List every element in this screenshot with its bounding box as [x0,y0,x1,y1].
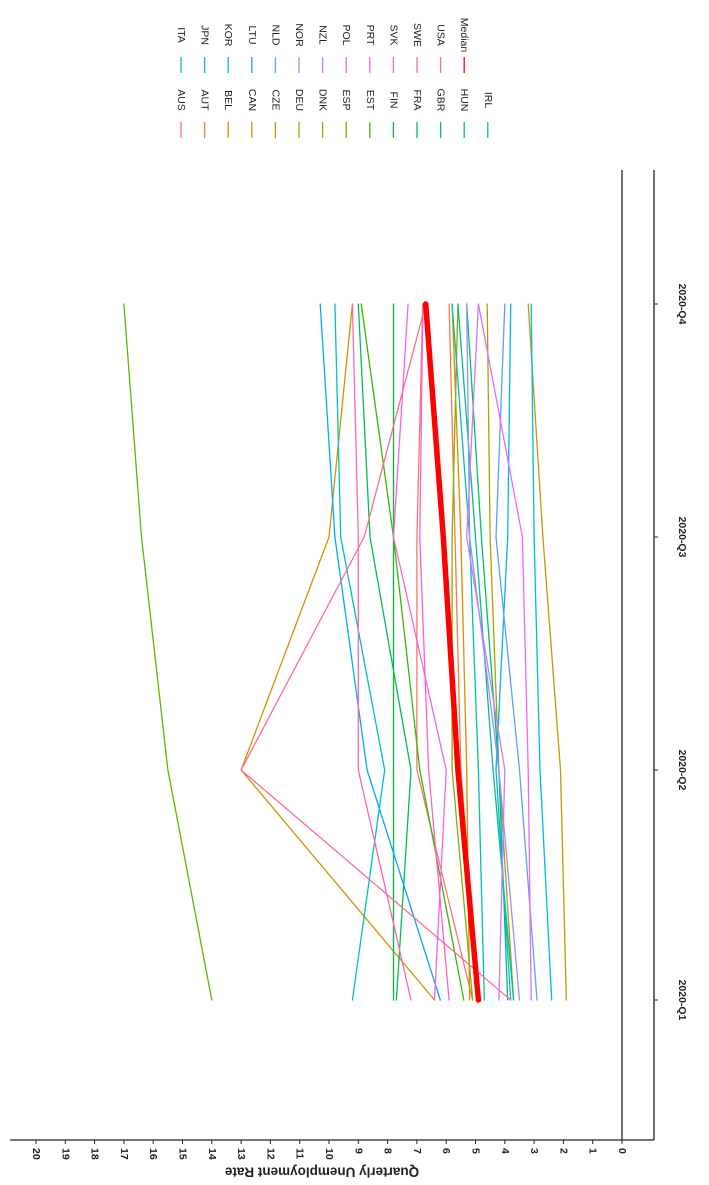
series-line-svk [419,303,450,1001]
series-line-ltu [319,303,441,1001]
legend-label-bel: BEL [222,90,234,110]
category-tick-label: 2020-Q3 [676,517,688,558]
series-line-can [240,303,436,1001]
series-line-swe [351,303,412,1001]
value-tick-label: 9 [352,1148,364,1154]
legend-label-pol: POL [340,24,352,45]
series-line-est [360,303,465,1001]
legend-label-aut: AUT [199,90,211,112]
legend-label-irl: IRL [482,92,494,109]
legend-label-cze: CZE [269,90,281,111]
value-tick-label: 6 [440,1148,452,1154]
value-tick-label: 17 [118,1148,130,1160]
legend-label-fra: FRA [411,90,423,111]
series-line-fra [357,303,412,1001]
legend-label-deu: DEU [293,89,305,111]
value-tick-label: 7 [411,1148,423,1154]
series-line-nor [466,303,521,1001]
series-line-jpn [530,303,553,1001]
legend-label-nld: NLD [269,24,281,45]
series-line-kor [495,303,512,1001]
value-tick-label: 2 [557,1148,569,1154]
legend-label-esp: ESP [340,89,352,110]
category-tick-label: 2020-Q1 [676,980,688,1021]
legend-label-kor: KOR [222,24,234,47]
legend-label-est: EST [364,90,376,111]
series-line-pol [477,303,532,1001]
value-tick-label: 11 [294,1148,306,1159]
series-line-esp [123,303,213,1001]
legend-label-nor: NOR [293,23,305,47]
series-line-prt [392,303,447,1001]
legend-label-ita: ITA [175,27,187,43]
legend-label-jpn: JPN [199,25,211,45]
value-tick-label: 20 [30,1148,42,1160]
legend-label-hun: HUN [458,89,470,112]
legend-label-median: Median [458,18,470,53]
value-tick-label: 18 [89,1148,101,1160]
value-tick-label: 15 [177,1148,189,1160]
series-line-median [422,301,482,1003]
legend-label-gbr: GBR [435,89,447,112]
value-tick-label: 3 [528,1148,540,1154]
legend-label-usa: USA [435,24,447,46]
series-line-usa [240,303,512,1001]
series-line-nzl [466,303,506,1001]
series-line-aus [416,303,474,1001]
legend-label-swe: SWE [411,23,423,47]
series-line-cze [527,303,567,1001]
value-tick-label: 1 [587,1148,599,1154]
value-tick-label: 12 [264,1148,276,1160]
value-tick-label: 19 [59,1148,71,1160]
value-tick-label: 5 [470,1148,482,1154]
series-line-deu [486,303,515,1001]
value-tick-label: 13 [235,1148,247,1160]
legend-label-fin: FIN [387,92,399,109]
y-axis-title: Quarterly Unemployment Rate [224,1165,419,1180]
legend-label-can: CAN [246,89,258,111]
legend-label-dnk: DNK [317,89,329,111]
legend-label-ltu: LTU [246,25,258,44]
category-tick-label: 2020-Q4 [676,284,688,325]
category-tick-label: 2020-Q2 [676,750,688,791]
legend-label-nzl: NZL [317,25,329,45]
series-line-irl [451,303,485,1001]
legend-label-svk: SVK [387,24,399,45]
value-tick-label: 4 [499,1148,511,1154]
value-tick-label: 8 [382,1148,394,1154]
value-tick-label: 14 [206,1148,218,1160]
legend-label-aus: AUS [175,89,187,111]
value-tick-label: 10 [323,1148,335,1160]
value-tick-label: 16 [147,1148,159,1160]
value-tick-label: 0 [616,1148,628,1154]
legend-label-prt: PRT [364,25,376,46]
series-line-ita [334,303,386,1001]
